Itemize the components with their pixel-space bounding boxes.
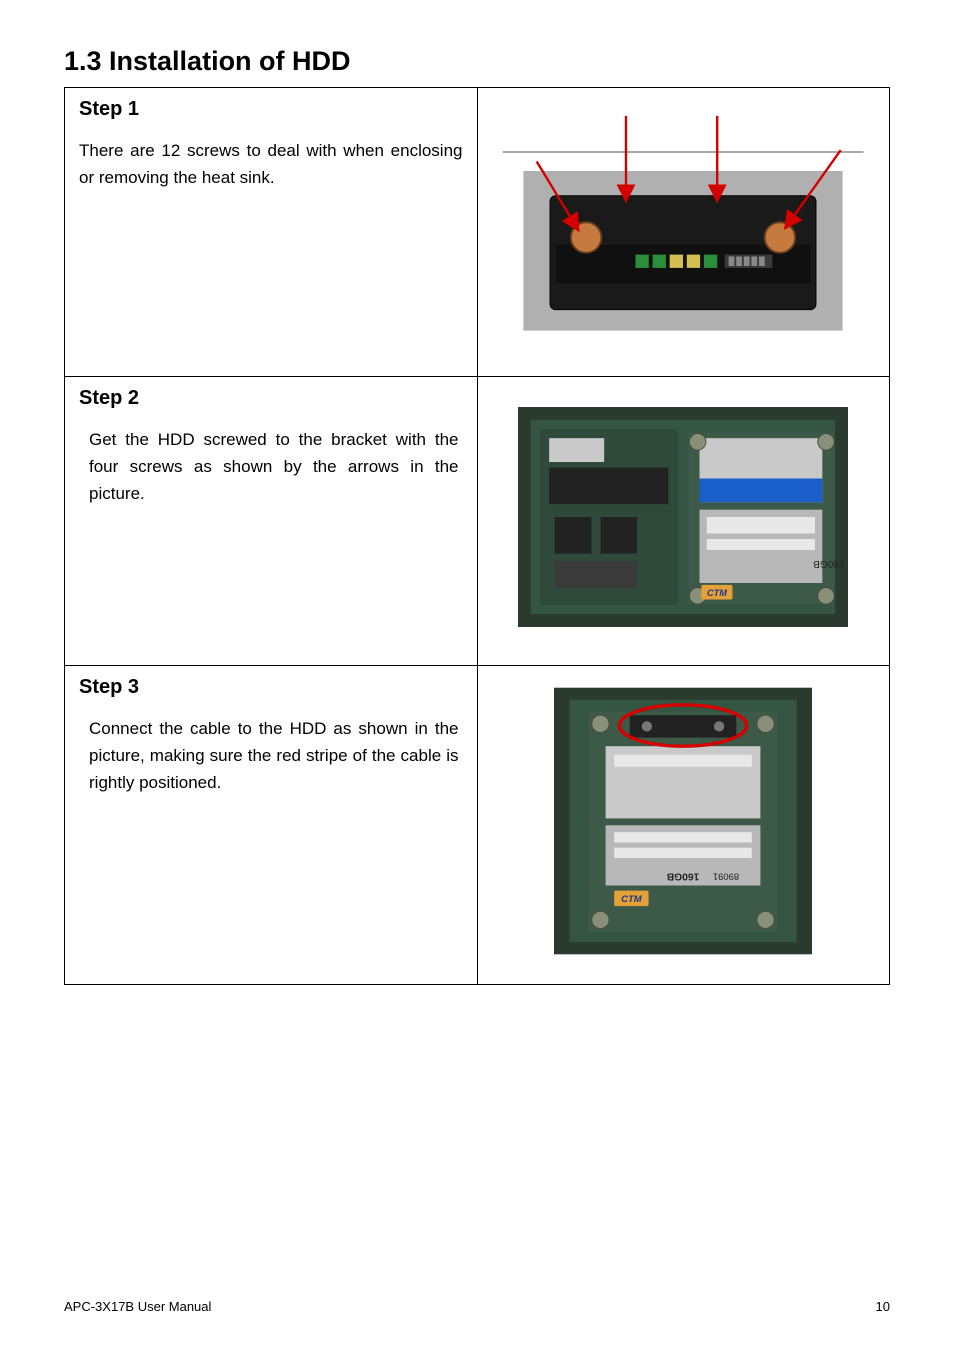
svg-text:160GB: 160GB: [667, 870, 700, 881]
step2-label: Step 2: [79, 387, 463, 410]
step2-figure: 160GB CTM: [518, 404, 848, 630]
svg-text:CTM: CTM: [621, 894, 643, 905]
step3-text-cell: Step 3 Connect the cable to the HDD as s…: [65, 666, 478, 985]
footer-left: APC-3X17B User Manual: [64, 1299, 211, 1314]
step2-body: Get the HDD screwed to the bracket with …: [79, 426, 463, 508]
step1-body: There are 12 screws to deal with when en…: [79, 137, 463, 191]
step2-image-cell: 160GB CTM: [477, 377, 890, 666]
step1-image-cell: [477, 88, 890, 377]
svg-text:160GB: 160GB: [813, 558, 845, 569]
steps-table: Step 1 There are 12 screws to deal with …: [64, 87, 890, 985]
section-title: 1.3 Installation of HDD: [64, 46, 890, 77]
footer-page-number: 10: [876, 1299, 890, 1314]
step1-text-cell: Step 1 There are 12 screws to deal with …: [65, 88, 478, 377]
step3-image-cell: 160GB 89091 CTM: [477, 666, 890, 985]
step1-figure: [493, 103, 873, 353]
step1-label: Step 1: [79, 98, 463, 121]
step2-text-cell: Step 2 Get the HDD screwed to the bracke…: [65, 377, 478, 666]
step3-figure: 160GB 89091 CTM: [554, 676, 812, 966]
step3-body: Connect the cable to the HDD as shown in…: [79, 715, 463, 797]
svg-text:CTM: CTM: [707, 588, 727, 598]
step3-label: Step 3: [79, 676, 463, 699]
svg-text:89091: 89091: [713, 870, 739, 881]
